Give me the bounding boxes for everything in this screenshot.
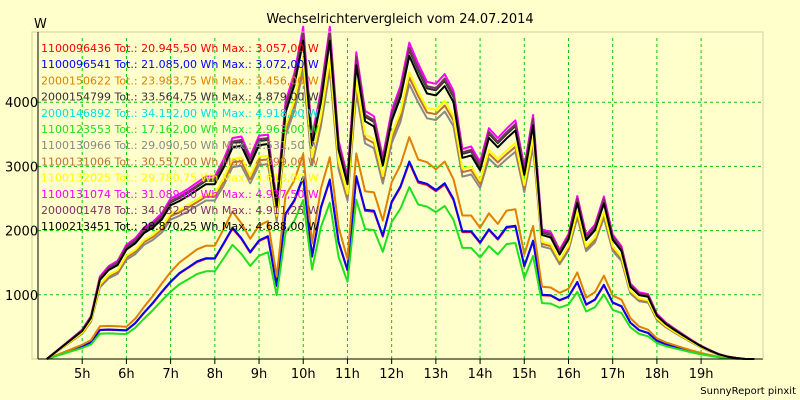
legend-entry: 2000154799 Tot.: 33.564,75 Wh Max.: 4.87…	[41, 91, 319, 104]
chart-title: Wechselrichtervergleich vom 24.07.2014	[266, 12, 533, 27]
x-tick-label: 5h	[74, 367, 91, 382]
x-tick-label: 13h	[423, 367, 448, 382]
axes: 5h 6h 7h 8h 9h 10h 11h 12h 13h 14h 15h 16h 17h 18h 19h…	[5, 31, 764, 382]
legend-entry: 2000146892 Tot.: 34.152,00 Wh Max.: 4.91…	[41, 107, 319, 120]
series-line	[46, 160, 755, 360]
legend: 1100096436 Tot.: 20.945,50 Wh Max.: 3.05…	[41, 42, 319, 233]
x-tick-label: 15h	[512, 367, 537, 382]
series-line	[46, 69, 755, 360]
series-lines	[46, 25, 755, 360]
x-tick-label: 12h	[379, 367, 404, 382]
x-tick-label: 10h	[291, 367, 316, 382]
y-axis-unit-label: W	[34, 17, 47, 32]
legend-entry: 1100131074 Tot.: 31.089,00 Wh Max.: 4.93…	[41, 188, 319, 201]
series-line	[46, 186, 755, 360]
x-tick-label: 17h	[600, 367, 625, 382]
footer-credit: SunnyReport pinxit	[700, 386, 796, 397]
legend-entry: 1100123553 Tot.: 17.162,00 Wh Max.: 2.96…	[41, 123, 319, 136]
legend-entry: 1100132025 Tot.: 29.780,75 Wh Max.: 4.61…	[41, 172, 319, 185]
x-tick-label: 7h	[162, 367, 179, 382]
x-tick-label: 8h	[207, 367, 224, 382]
x-tick-label: 19h	[689, 367, 714, 382]
y-tick-label: 3000	[5, 160, 38, 175]
series-line	[46, 31, 755, 360]
y-tick-label: 1000	[5, 289, 38, 304]
y-tick-label: 2000	[5, 225, 38, 240]
series-line	[46, 57, 755, 360]
legend-entry: 2000001478 Tot.: 34.032,50 Wh Max.: 4.91…	[41, 204, 319, 217]
legend-entry: 2000150622 Tot.: 23.983,75 Wh Max.: 3.45…	[41, 74, 319, 87]
legend-entry: 1100131006 Tot.: 30.557,00 Wh Max.: 4.39…	[41, 155, 319, 168]
y-tick-label: 4000	[5, 96, 38, 111]
series-line	[46, 39, 755, 360]
x-tick-label: 6h	[118, 367, 135, 382]
x-tick-label: 16h	[556, 367, 581, 382]
legend-entry: 1100096436 Tot.: 20.945,50 Wh Max.: 3.05…	[41, 42, 319, 55]
x-tick-label: 18h	[645, 367, 670, 382]
legend-entry: 1100096541 Tot.: 21.085,00 Wh Max.: 3.07…	[41, 58, 319, 71]
legend-entry: 1100130966 Tot.: 29.090,50 Wh Max.: 4.53…	[41, 139, 319, 152]
x-tick-label: 11h	[335, 367, 360, 382]
legend-entry: 1100213451 Tot.: 28.870,25 Wh Max.: 4.68…	[41, 220, 319, 233]
series-line	[46, 136, 755, 360]
x-tick-label: 14h	[468, 367, 493, 382]
x-tick-label: 9h	[251, 367, 268, 382]
